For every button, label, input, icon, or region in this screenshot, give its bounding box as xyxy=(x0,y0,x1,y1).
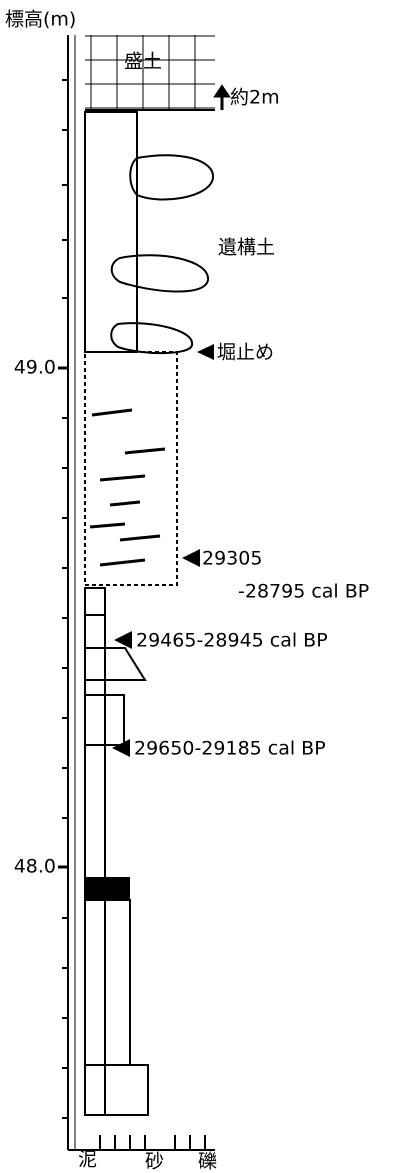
sand-lens xyxy=(84,694,125,746)
lens xyxy=(110,322,194,355)
marker xyxy=(112,739,130,757)
annotation: 約2m xyxy=(230,87,280,109)
layer-label: 盛土 xyxy=(124,51,162,73)
grain-label: 礫 xyxy=(198,1151,217,1173)
annotation: 堀止め xyxy=(217,342,274,364)
grain-label: 泥 xyxy=(78,1149,97,1171)
marker xyxy=(197,344,214,360)
axis: 標高(m) xyxy=(5,9,76,1150)
grain-ticks xyxy=(99,1135,206,1150)
feature-fill-layer xyxy=(84,111,138,353)
layers xyxy=(84,35,215,1116)
tephra xyxy=(84,647,147,681)
sand-layer xyxy=(84,351,178,586)
marker xyxy=(182,549,200,567)
axis-label: 標高(m) xyxy=(5,9,76,31)
lens xyxy=(129,154,215,201)
minor-ticks xyxy=(62,79,68,1119)
layer-label: 遺構土 xyxy=(218,237,275,259)
grain-label: 砂 xyxy=(145,1151,164,1173)
annotation: 29465-28945 cal BP xyxy=(136,630,328,652)
marker xyxy=(114,631,132,649)
mud-layer xyxy=(84,899,131,1066)
mud-layer xyxy=(84,614,106,1116)
annotation: 29305 xyxy=(202,548,262,570)
annotation: 29650-29185 cal BP xyxy=(134,738,326,760)
tick-label: 48.0 xyxy=(14,856,56,878)
annotation: -28795 cal BP xyxy=(238,581,369,603)
fill-layer xyxy=(85,35,215,110)
black-band xyxy=(85,877,130,900)
tephra xyxy=(84,587,106,616)
lens xyxy=(110,254,210,293)
tick-label: 49.0 xyxy=(14,357,56,379)
basal-sand xyxy=(84,1064,149,1116)
arrow xyxy=(213,84,231,110)
lamina xyxy=(89,408,166,567)
